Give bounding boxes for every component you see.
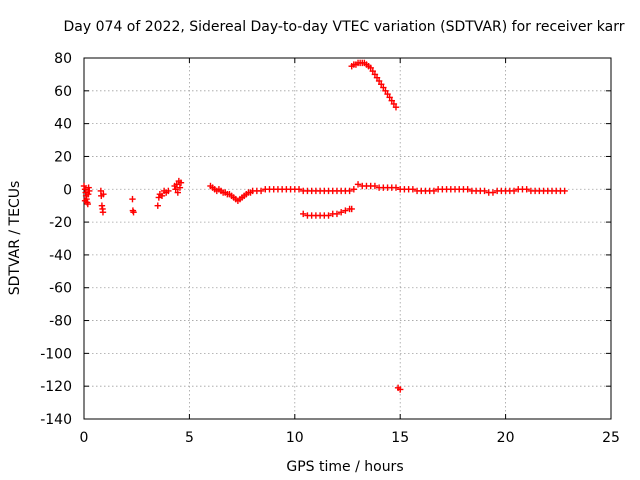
axis-ticks: 0 5 10 15 20 25 -140 -120 -100 -80 -60 -40 -20 0 20 40 6… bbox=[40, 51, 620, 446]
y-tick-label: -40 bbox=[49, 248, 72, 264]
data-point bbox=[165, 187, 172, 195]
data-point bbox=[392, 104, 400, 111]
data-point bbox=[489, 189, 497, 196]
data-point bbox=[388, 97, 395, 104]
y-tick-label: 80 bbox=[54, 51, 72, 67]
data-point bbox=[464, 186, 471, 193]
data-point bbox=[409, 186, 417, 193]
y-tick-label: -100 bbox=[40, 346, 72, 362]
data-point bbox=[342, 207, 349, 214]
data-point bbox=[510, 187, 518, 195]
data-point bbox=[380, 84, 387, 91]
y-tick-label: 60 bbox=[54, 84, 72, 100]
data-point bbox=[174, 189, 182, 196]
data-point bbox=[176, 184, 184, 191]
y-tick-label: -140 bbox=[40, 412, 72, 428]
y-tick-label: -60 bbox=[49, 281, 72, 297]
data-point bbox=[154, 202, 161, 209]
data-point bbox=[295, 186, 303, 193]
data-points bbox=[80, 59, 568, 393]
data-point bbox=[561, 187, 568, 195]
x-tick-label: 15 bbox=[391, 430, 409, 446]
data-point bbox=[173, 181, 180, 188]
data-point bbox=[129, 195, 136, 203]
data-point bbox=[375, 77, 383, 85]
data-point bbox=[392, 184, 400, 191]
chart-title: Day 074 of 2022, Sidereal Day-to-day VTE… bbox=[64, 19, 625, 35]
x-tick-label: 20 bbox=[497, 430, 515, 446]
grid bbox=[84, 58, 611, 419]
data-point bbox=[81, 197, 89, 204]
data-point bbox=[100, 190, 107, 198]
data-point bbox=[390, 100, 398, 108]
data-point bbox=[481, 187, 488, 195]
data-point bbox=[85, 190, 92, 198]
y-tick-label: 20 bbox=[54, 149, 72, 165]
y-tick-label: -120 bbox=[40, 379, 72, 395]
data-point bbox=[430, 187, 438, 195]
data-point bbox=[371, 71, 379, 78]
data-point bbox=[378, 81, 385, 88]
data-point bbox=[130, 209, 137, 216]
x-tick-label: 25 bbox=[602, 430, 620, 446]
plot-frame bbox=[83, 57, 612, 420]
data-point bbox=[337, 209, 345, 216]
x-tick-label: 0 bbox=[80, 430, 89, 446]
data-point bbox=[158, 192, 166, 200]
data-point bbox=[300, 210, 307, 218]
data-point bbox=[369, 67, 376, 75]
y-axis-label: SDTVAR / TECUs bbox=[7, 181, 23, 296]
data-point bbox=[367, 64, 374, 72]
data-point bbox=[86, 187, 93, 195]
data-point bbox=[382, 87, 389, 95]
y-tick-label: -80 bbox=[49, 314, 72, 330]
y-tick-label: 40 bbox=[54, 117, 72, 133]
data-point bbox=[386, 94, 393, 101]
data-point bbox=[523, 186, 530, 193]
x-tick-label: 5 bbox=[185, 430, 194, 446]
data-point bbox=[354, 181, 362, 188]
data-point bbox=[350, 186, 358, 193]
data-point bbox=[99, 209, 107, 216]
y-tick-label: -20 bbox=[49, 215, 72, 231]
data-point bbox=[384, 90, 391, 98]
data-point bbox=[84, 200, 91, 208]
data-point bbox=[333, 210, 341, 218]
data-point bbox=[177, 179, 185, 186]
x-tick-label: 10 bbox=[286, 430, 304, 446]
data-point bbox=[371, 182, 379, 190]
data-point bbox=[346, 187, 353, 195]
x-axis-label: GPS time / hours bbox=[286, 459, 403, 475]
data-point bbox=[257, 187, 265, 195]
y-tick-label: 0 bbox=[63, 182, 72, 198]
data-point bbox=[80, 182, 88, 190]
data-point bbox=[325, 212, 332, 219]
data-point bbox=[172, 186, 179, 193]
data-point bbox=[348, 205, 355, 213]
data-point bbox=[397, 386, 404, 393]
data-point bbox=[373, 74, 381, 81]
